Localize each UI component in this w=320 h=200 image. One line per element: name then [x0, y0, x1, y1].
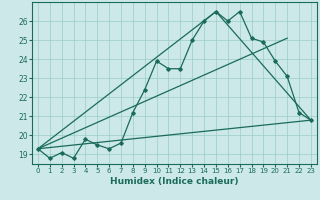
X-axis label: Humidex (Indice chaleur): Humidex (Indice chaleur): [110, 177, 239, 186]
